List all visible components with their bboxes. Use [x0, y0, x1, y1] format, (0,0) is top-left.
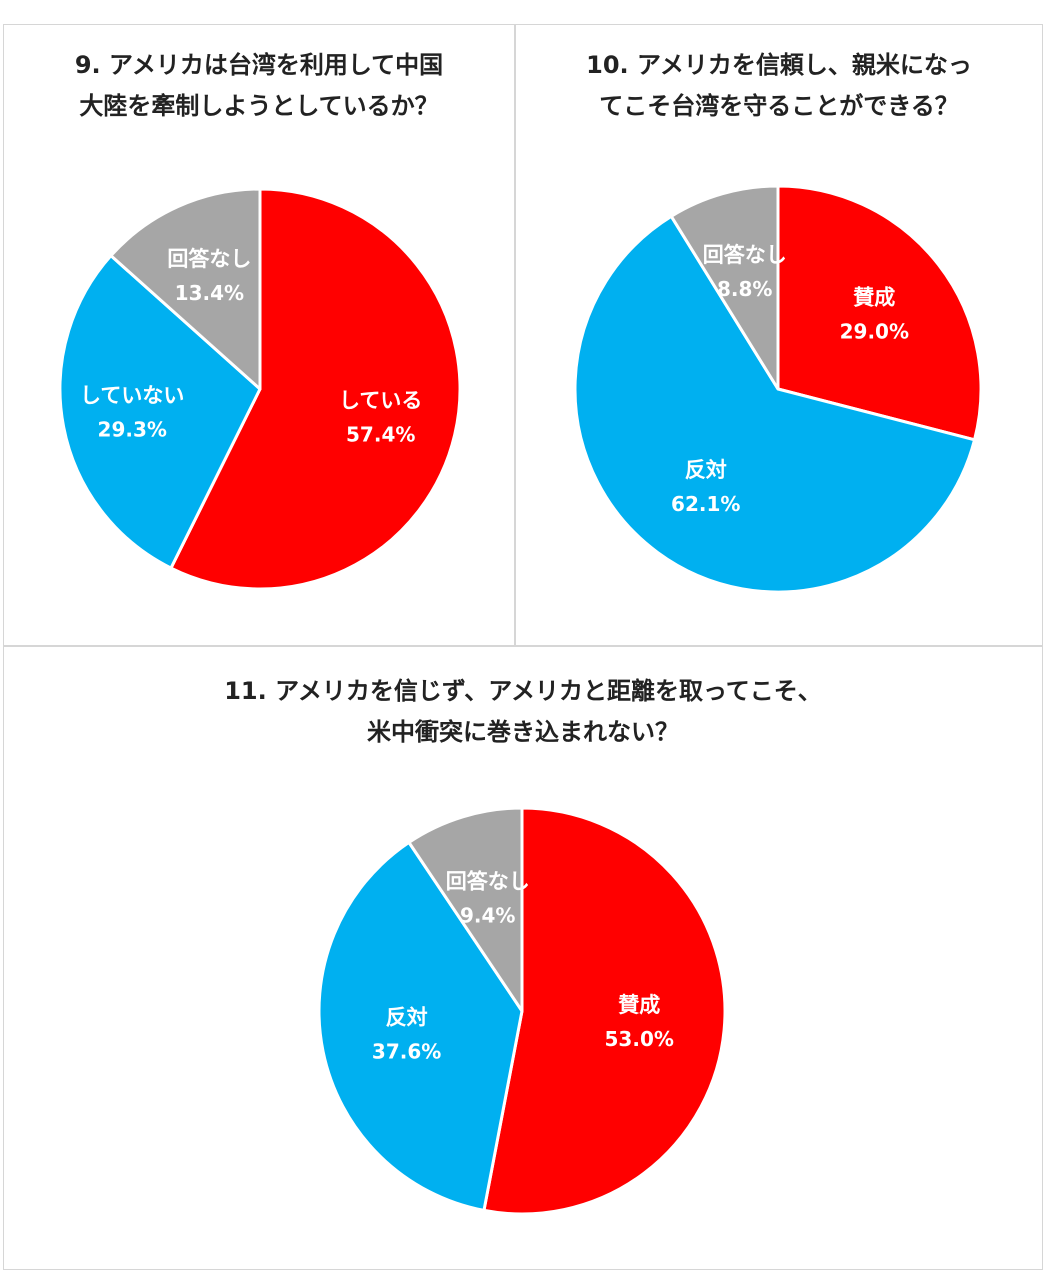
pie-slice	[482, 806, 727, 1216]
pie-chart-q11: 賛成 53.0% 反対 37.6% 回答なし 9.4%	[317, 806, 727, 1216]
pie-slice	[573, 214, 977, 594]
slice-label: 回答なし	[703, 243, 787, 267]
chart-title: 11. アメリカを信じず、アメリカと距離を取ってこそ、 米中衝突に巻き込まれない…	[4, 671, 1042, 753]
chart-title: 9. アメリカは台湾を利用して中国 大陸を牽制しようとしているか？	[4, 45, 514, 127]
slice-label: 回答なし	[167, 247, 251, 271]
pie-slice	[776, 184, 983, 442]
chart-title-line-2: 米中衝突に巻き込まれない？	[367, 718, 679, 746]
slice-label: 回答なし	[446, 869, 530, 893]
pie-chart-q9: している 57.4% していない 29.3% 回答なし 13.4%	[58, 187, 462, 591]
pie-slice	[669, 184, 780, 391]
pie-slice	[58, 254, 262, 570]
pie-slice	[109, 187, 262, 391]
slice-value-label: 62.1%	[671, 492, 740, 516]
slice-value-label: 29.3%	[98, 417, 167, 441]
slice-label: 反対	[685, 458, 727, 482]
chart-title-line-2: てこそ台湾を守ることができる？	[599, 92, 959, 120]
slice-value-label: 13.4%	[175, 281, 244, 305]
slice-label: 反対	[386, 1006, 428, 1030]
chart-panel-q10: 10. アメリカを信頼し、親米になっ てこそ台湾を守ることができる？ 賛成 29.…	[515, 24, 1043, 646]
slice-value-label: 57.4%	[346, 422, 415, 446]
slice-label: している	[339, 388, 422, 412]
chart-title-line-1: 11. アメリカを信じず、アメリカと距離を取ってこそ、	[224, 677, 822, 705]
chart-title-line-1: 10. アメリカを信頼し、親米になっ	[586, 51, 972, 79]
slice-value-label: 8.8%	[717, 277, 772, 301]
pie-slice	[317, 840, 524, 1212]
slice-value-label: 9.4%	[460, 903, 515, 927]
slice-label: 賛成	[853, 285, 895, 309]
chart-title-line-1: 9. アメリカは台湾を利用して中国	[74, 51, 444, 79]
pie-chart-q10: 賛成 29.0% 反対 62.1% 回答なし 8.8%	[573, 184, 983, 594]
slice-value-label: 29.0%	[840, 319, 909, 343]
slice-label: 賛成	[618, 993, 660, 1017]
pie-slice	[169, 187, 462, 591]
slice-value-label: 37.6%	[372, 1040, 441, 1064]
slice-value-label: 53.0%	[605, 1027, 674, 1051]
chart-panel-q9: 9. アメリカは台湾を利用して中国 大陸を牽制しようとしているか？ している 57…	[3, 24, 515, 646]
chart-title: 10. アメリカを信頼し、親米になっ てこそ台湾を守ることができる？	[516, 45, 1042, 127]
chart-panel-q11: 11. アメリカを信じず、アメリカと距離を取ってこそ、 米中衝突に巻き込まれない…	[3, 646, 1043, 1270]
pie-slice	[407, 806, 524, 1013]
chart-title-line-2: 大陸を牽制しようとしているか？	[79, 92, 439, 120]
slice-label: していない	[80, 383, 184, 407]
